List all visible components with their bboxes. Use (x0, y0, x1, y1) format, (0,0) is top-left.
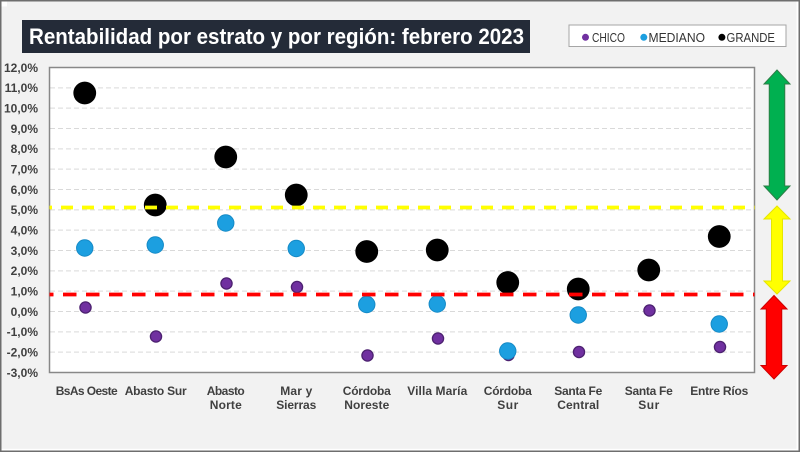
svg-text:-3,0%: -3,0% (7, 366, 39, 380)
svg-text:Noreste: Noreste (344, 398, 389, 412)
svg-text:6,0%: 6,0% (11, 183, 39, 197)
svg-text:Central: Central (557, 398, 599, 412)
svg-text:GRANDE: GRANDE (727, 31, 776, 45)
svg-text:Norte: Norte (210, 398, 242, 412)
svg-text:3,0%: 3,0% (11, 244, 39, 258)
svg-text:10,0%: 10,0% (4, 102, 38, 116)
svg-text:Sur: Sur (638, 398, 659, 412)
svg-text:Entre Ríos: Entre Ríos (690, 384, 748, 398)
svg-text:Sierras: Sierras (276, 398, 316, 412)
svg-text:11,0%: 11,0% (5, 81, 39, 95)
svg-text:-1,0%: -1,0% (7, 325, 39, 339)
svg-text:12,0%: 12,0% (4, 61, 38, 75)
svg-text:Mar y: Mar y (280, 384, 312, 398)
svg-text:BsAs Oeste: BsAs Oeste (56, 384, 118, 398)
svg-text:Rentabilidad por estrato y por: Rentabilidad por estrato y por región: f… (29, 24, 524, 49)
svg-text:2,0%: 2,0% (11, 264, 39, 278)
svg-text:5,0%: 5,0% (11, 203, 39, 217)
svg-text:1,0%: 1,0% (11, 285, 39, 299)
svg-text:Abasto Sur: Abasto Sur (125, 384, 187, 398)
svg-text:0,0%: 0,0% (11, 305, 39, 319)
svg-text:Abasto: Abasto (207, 384, 245, 398)
svg-text:Córdoba: Córdoba (343, 384, 391, 398)
svg-text:Santa Fe: Santa Fe (625, 384, 673, 398)
svg-text:Santa Fe: Santa Fe (554, 384, 602, 398)
svg-text:MEDIANO: MEDIANO (649, 31, 706, 45)
svg-text:7,0%: 7,0% (11, 163, 39, 177)
svg-text:4,0%: 4,0% (11, 224, 39, 238)
svg-text:-2,0%: -2,0% (7, 346, 39, 360)
svg-text:CHICO: CHICO (592, 31, 625, 45)
svg-text:8,0%: 8,0% (11, 142, 39, 156)
svg-text:Sur: Sur (497, 398, 518, 412)
svg-text:Córdoba: Córdoba (484, 384, 532, 398)
svg-text:9,0%: 9,0% (11, 122, 39, 136)
svg-text:Villa María: Villa María (407, 384, 467, 398)
